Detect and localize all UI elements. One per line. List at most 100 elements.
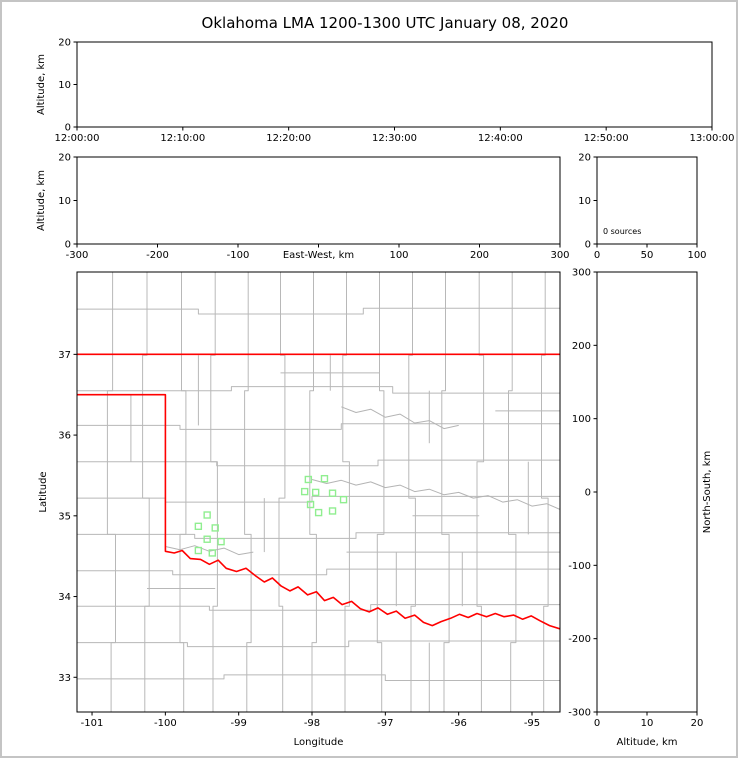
x-tick-label: 20 — [691, 718, 704, 729]
y-tick-label: 33 — [58, 673, 71, 684]
y-tick-label: 0 — [65, 123, 71, 134]
lma-station-marker — [194, 522, 203, 531]
y-tick-label: 10 — [58, 196, 71, 207]
lma-station-marker — [217, 537, 225, 546]
y-tick-label: 37 — [58, 350, 71, 361]
county-boundary — [476, 272, 485, 712]
x-tick-label: 12:00:00 — [55, 133, 100, 144]
x-tick-label: 300 — [550, 250, 569, 261]
lma-station-marker — [203, 535, 211, 543]
x-tick-label: 10 — [641, 718, 654, 729]
y-tick-label: 100 — [572, 414, 591, 425]
county-boundary — [278, 272, 286, 712]
y-axis-label: North-South, km — [702, 451, 713, 534]
county-boundary — [77, 674, 560, 681]
river-line — [341, 406, 459, 430]
lma-station-marker — [211, 524, 219, 532]
x-tick-label: -100 — [154, 718, 177, 729]
y-axis-label: Altitude, km — [36, 170, 47, 231]
y-tick-label: 200 — [572, 341, 591, 352]
x-tick-label: 100 — [687, 250, 706, 261]
y-tick-label: -300 — [568, 708, 591, 719]
county-boundary — [244, 272, 252, 712]
river-line — [311, 479, 560, 510]
panel-frame — [76, 271, 561, 713]
lma-station-marker — [328, 507, 337, 515]
y-tick-label: -100 — [568, 561, 591, 572]
figure-title: Oklahoma LMA 1200-1300 UTC January 08, 2… — [202, 14, 569, 32]
lma-station-marker — [194, 546, 203, 555]
x-tick-label: 12:30:00 — [372, 133, 417, 144]
county-boundary — [77, 386, 560, 394]
county-boundary — [77, 459, 560, 467]
y-axis-label: Altitude, km — [36, 54, 47, 115]
time_height-panel: 12:00:00 12:10:00 12:20:00 12:30:00 12:40:00… — [36, 38, 734, 145]
county-boundary — [77, 307, 560, 315]
county-boundary — [342, 272, 350, 712]
x-tick-label: 100 — [389, 250, 408, 261]
x-tick-label: -98 — [304, 718, 320, 729]
ew_height-panel: -300 -200 -100 100 200 300 0 10 20 East-West, km A… — [36, 153, 570, 262]
x-tick-label: -100 — [227, 250, 250, 261]
plan_view-panel: -101 -100 -99 -98 -97 -96 -95 33 34 35 36 37 Longitu… — [38, 271, 561, 748]
y-tick-label: 10 — [578, 196, 591, 207]
lma-station-marker — [306, 500, 315, 509]
county-boundary — [376, 272, 385, 712]
lma-station-marker — [300, 487, 309, 496]
panels-group: 12:00:00 12:10:00 12:20:00 12:30:00 12:40:00… — [36, 38, 734, 749]
x-tick-label: 12:40:00 — [478, 133, 523, 144]
lma-station-marker — [314, 508, 323, 517]
sources-annotation: 0 sources — [603, 227, 641, 236]
state-border-line — [77, 393, 560, 630]
alt_hist-panel: 0 50 100 0 10 20 0 sources — [578, 153, 706, 262]
x-tick-label: -99 — [231, 718, 247, 729]
y-tick-label: 0 — [585, 240, 591, 251]
lma-station-marker — [311, 488, 320, 497]
county-boundary — [77, 640, 560, 648]
x-tick-label: 12:10:00 — [160, 133, 205, 144]
lma-station-marker — [203, 511, 211, 519]
y-tick-label: 35 — [58, 511, 71, 522]
x-tick-label: -300 — [66, 250, 89, 261]
lma-station-marker — [320, 474, 329, 483]
lma-station-marker — [328, 489, 337, 497]
lma-station-marker — [339, 495, 348, 504]
x-axis-label: Longitude — [294, 737, 344, 748]
county-boundary — [408, 272, 416, 712]
x-tick-label: -101 — [81, 718, 104, 729]
y-tick-label: 20 — [578, 153, 591, 164]
ns_height-panel: 0 10 20 -300 -200 -100 0 100 200 300 Altitude, km N… — [568, 268, 713, 749]
y-tick-label: 0 — [585, 488, 591, 499]
x-axis-label: Altitude, km — [617, 737, 678, 748]
y-tick-label: 0 — [65, 240, 71, 251]
panel-background — [597, 157, 697, 244]
x-tick-label: -95 — [524, 718, 540, 729]
county-boundary — [541, 272, 549, 712]
x-axis-label: East-West, km — [283, 250, 354, 261]
lma-station-marker — [304, 475, 313, 484]
x-tick-label: -97 — [377, 718, 393, 729]
y-tick-label: 34 — [58, 592, 71, 603]
county-boundary — [77, 423, 560, 430]
y-tick-label: 36 — [58, 431, 71, 442]
county-boundary — [441, 272, 450, 712]
county-boundary — [77, 604, 560, 611]
county-boundary — [309, 272, 317, 712]
map-layers — [77, 272, 560, 712]
county-boundary — [77, 568, 560, 576]
y-tick-label: 20 — [58, 153, 71, 164]
x-tick-label: -96 — [450, 718, 466, 729]
y-tick-label: 10 — [58, 80, 71, 91]
panel-background — [597, 272, 697, 712]
x-tick-label: -200 — [146, 250, 169, 261]
x-tick-label: 200 — [470, 250, 489, 261]
y-tick-label: -200 — [568, 634, 591, 645]
county-boundary — [508, 272, 517, 712]
x-tick-label: 50 — [641, 250, 654, 261]
county-boundary — [77, 495, 560, 503]
lma-station-marker — [208, 549, 216, 557]
x-tick-label: 0 — [594, 250, 600, 261]
x-tick-label: 12:50:00 — [584, 133, 629, 144]
